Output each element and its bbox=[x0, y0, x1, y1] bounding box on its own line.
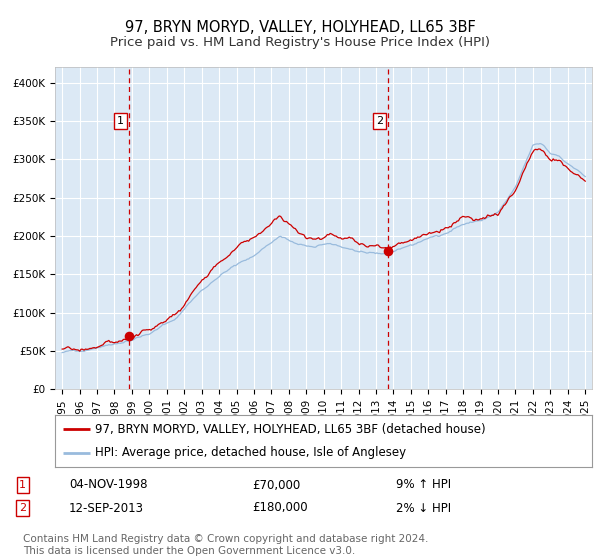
Text: 1: 1 bbox=[117, 116, 124, 126]
Text: HPI: Average price, detached house, Isle of Anglesey: HPI: Average price, detached house, Isle… bbox=[95, 446, 407, 459]
Text: £70,000: £70,000 bbox=[252, 478, 300, 492]
Text: 2: 2 bbox=[376, 116, 383, 126]
Text: 12-SEP-2013: 12-SEP-2013 bbox=[69, 502, 144, 515]
Text: 04-NOV-1998: 04-NOV-1998 bbox=[69, 478, 148, 492]
Text: Contains HM Land Registry data © Crown copyright and database right 2024.
This d: Contains HM Land Registry data © Crown c… bbox=[23, 534, 428, 556]
Text: 2% ↓ HPI: 2% ↓ HPI bbox=[396, 502, 451, 515]
Text: 97, BRYN MORYD, VALLEY, HOLYHEAD, LL65 3BF (detached house): 97, BRYN MORYD, VALLEY, HOLYHEAD, LL65 3… bbox=[95, 423, 486, 436]
Text: 9% ↑ HPI: 9% ↑ HPI bbox=[396, 478, 451, 492]
Text: Price paid vs. HM Land Registry's House Price Index (HPI): Price paid vs. HM Land Registry's House … bbox=[110, 36, 490, 49]
Text: 2: 2 bbox=[19, 503, 26, 513]
Text: 1: 1 bbox=[19, 480, 26, 490]
Point bbox=[124, 331, 134, 340]
Point bbox=[383, 247, 393, 256]
Text: £180,000: £180,000 bbox=[252, 502, 308, 515]
Text: 97, BRYN MORYD, VALLEY, HOLYHEAD, LL65 3BF: 97, BRYN MORYD, VALLEY, HOLYHEAD, LL65 3… bbox=[125, 20, 475, 35]
